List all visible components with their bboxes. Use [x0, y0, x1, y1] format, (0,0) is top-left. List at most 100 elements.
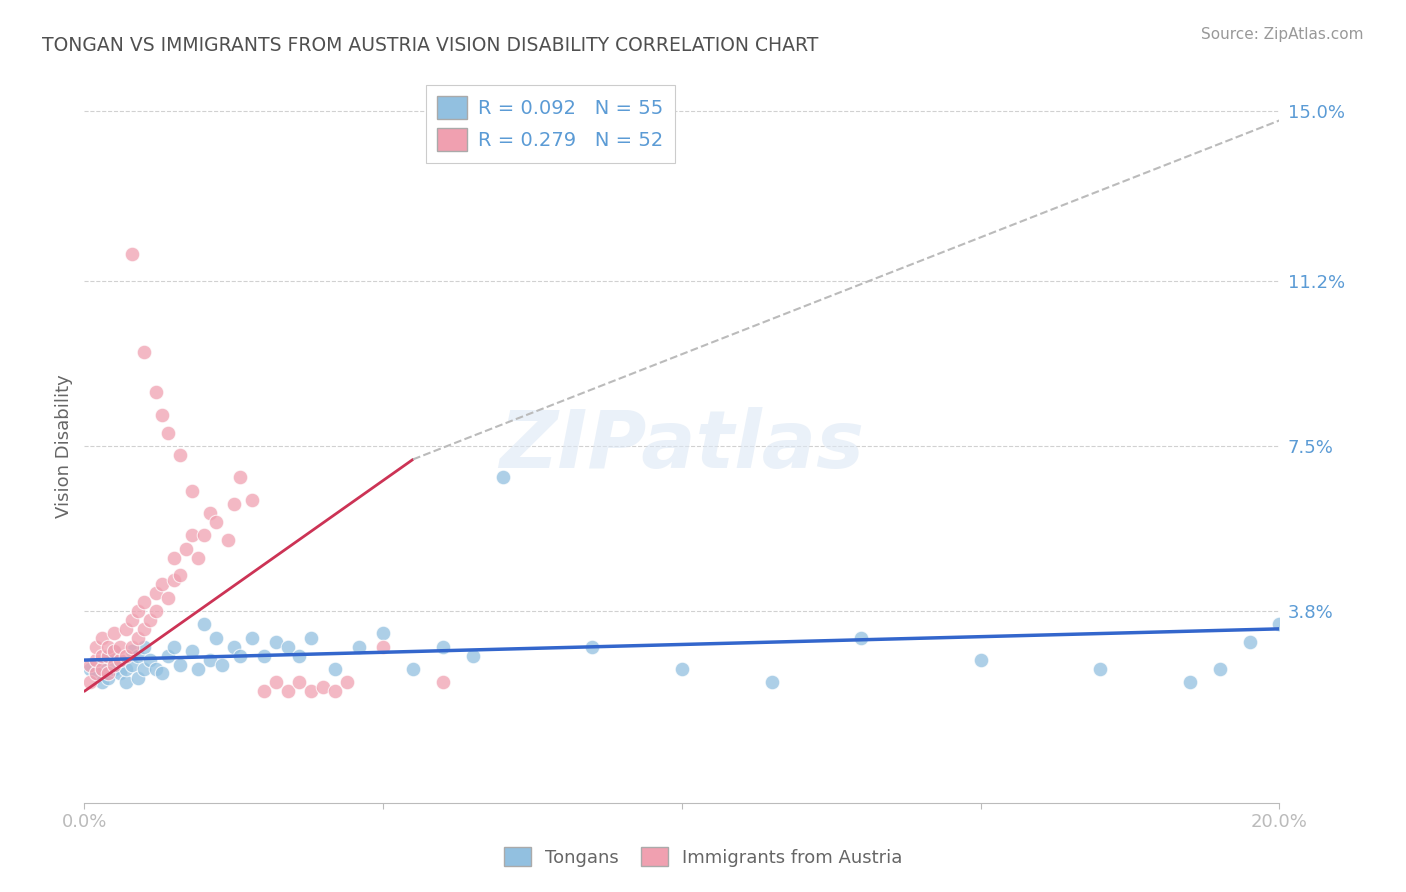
Point	[150, 666, 173, 681]
Point	[115, 675, 138, 690]
Point	[163, 573, 186, 587]
Point	[373, 640, 395, 654]
Point	[132, 640, 156, 654]
Point	[145, 586, 167, 600]
Point	[581, 640, 603, 654]
Point	[169, 657, 191, 672]
Point	[103, 662, 125, 676]
Point	[132, 595, 156, 609]
Point	[301, 684, 323, 698]
Point	[91, 662, 114, 676]
Point	[103, 626, 125, 640]
Point	[277, 684, 299, 698]
Point	[157, 648, 180, 663]
Point	[325, 662, 347, 676]
Point	[432, 640, 454, 654]
Point	[349, 640, 371, 654]
Point	[132, 662, 156, 676]
Legend: R = 0.092   N = 55, R = 0.279   N = 52: R = 0.092 N = 55, R = 0.279 N = 52	[426, 85, 675, 162]
Point	[181, 483, 204, 498]
Point	[121, 640, 143, 654]
Text: ZIPatlas: ZIPatlas	[499, 407, 865, 485]
Point	[97, 671, 120, 685]
Legend: Tongans, Immigrants from Austria: Tongans, Immigrants from Austria	[496, 840, 910, 874]
Text: TONGAN VS IMMIGRANTS FROM AUSTRIA VISION DISABILITY CORRELATION CHART: TONGAN VS IMMIGRANTS FROM AUSTRIA VISION…	[42, 36, 818, 54]
Point	[671, 662, 693, 676]
Point	[115, 648, 138, 663]
Point	[127, 648, 149, 663]
Point	[91, 675, 114, 690]
Point	[402, 662, 425, 676]
Point	[198, 653, 221, 667]
Point	[240, 492, 263, 507]
Point	[86, 666, 108, 681]
Point	[157, 591, 180, 605]
Point	[169, 568, 191, 582]
Point	[121, 644, 143, 658]
Point	[121, 247, 143, 261]
Point	[228, 470, 252, 484]
Point	[253, 684, 276, 698]
Point	[132, 345, 156, 359]
Point	[1268, 617, 1291, 632]
Point	[79, 662, 101, 676]
Point	[211, 657, 233, 672]
Point	[110, 666, 132, 681]
Point	[222, 497, 245, 511]
Point	[139, 613, 162, 627]
Point	[145, 385, 167, 400]
Point	[97, 666, 120, 681]
Point	[1239, 635, 1261, 649]
Point	[145, 662, 167, 676]
Point	[150, 408, 173, 422]
Point	[264, 635, 287, 649]
Point	[312, 680, 335, 694]
Point	[193, 617, 215, 632]
Point	[1178, 675, 1201, 690]
Point	[288, 675, 311, 690]
Point	[103, 644, 125, 658]
Point	[127, 604, 149, 618]
Point	[163, 550, 186, 565]
Point	[217, 533, 239, 547]
Point	[264, 675, 287, 690]
Point	[103, 657, 125, 672]
Point	[97, 640, 120, 654]
Point	[1209, 662, 1232, 676]
Point	[181, 644, 204, 658]
Point	[97, 648, 120, 663]
Point	[86, 653, 108, 667]
Point	[253, 648, 276, 663]
Point	[139, 653, 162, 667]
Point	[181, 528, 204, 542]
Point	[205, 515, 228, 529]
Point	[970, 653, 993, 667]
Point	[187, 662, 209, 676]
Point	[228, 648, 252, 663]
Point	[1090, 662, 1112, 676]
Point	[851, 631, 873, 645]
Point	[205, 631, 228, 645]
Point	[150, 577, 173, 591]
Point	[115, 622, 138, 636]
Point	[121, 657, 143, 672]
Point	[91, 657, 114, 672]
Point	[145, 604, 167, 618]
Point	[761, 675, 783, 690]
Point	[492, 470, 515, 484]
Point	[97, 648, 120, 663]
Point	[79, 657, 101, 672]
Y-axis label: Vision Disability: Vision Disability	[55, 374, 73, 518]
Text: Source: ZipAtlas.com: Source: ZipAtlas.com	[1201, 27, 1364, 42]
Point	[336, 675, 359, 690]
Point	[240, 631, 263, 645]
Point	[110, 653, 132, 667]
Point	[325, 684, 347, 698]
Point	[288, 648, 311, 663]
Point	[301, 631, 323, 645]
Point	[121, 613, 143, 627]
Point	[163, 640, 186, 654]
Point	[174, 541, 197, 556]
Point	[277, 640, 299, 654]
Point	[86, 640, 108, 654]
